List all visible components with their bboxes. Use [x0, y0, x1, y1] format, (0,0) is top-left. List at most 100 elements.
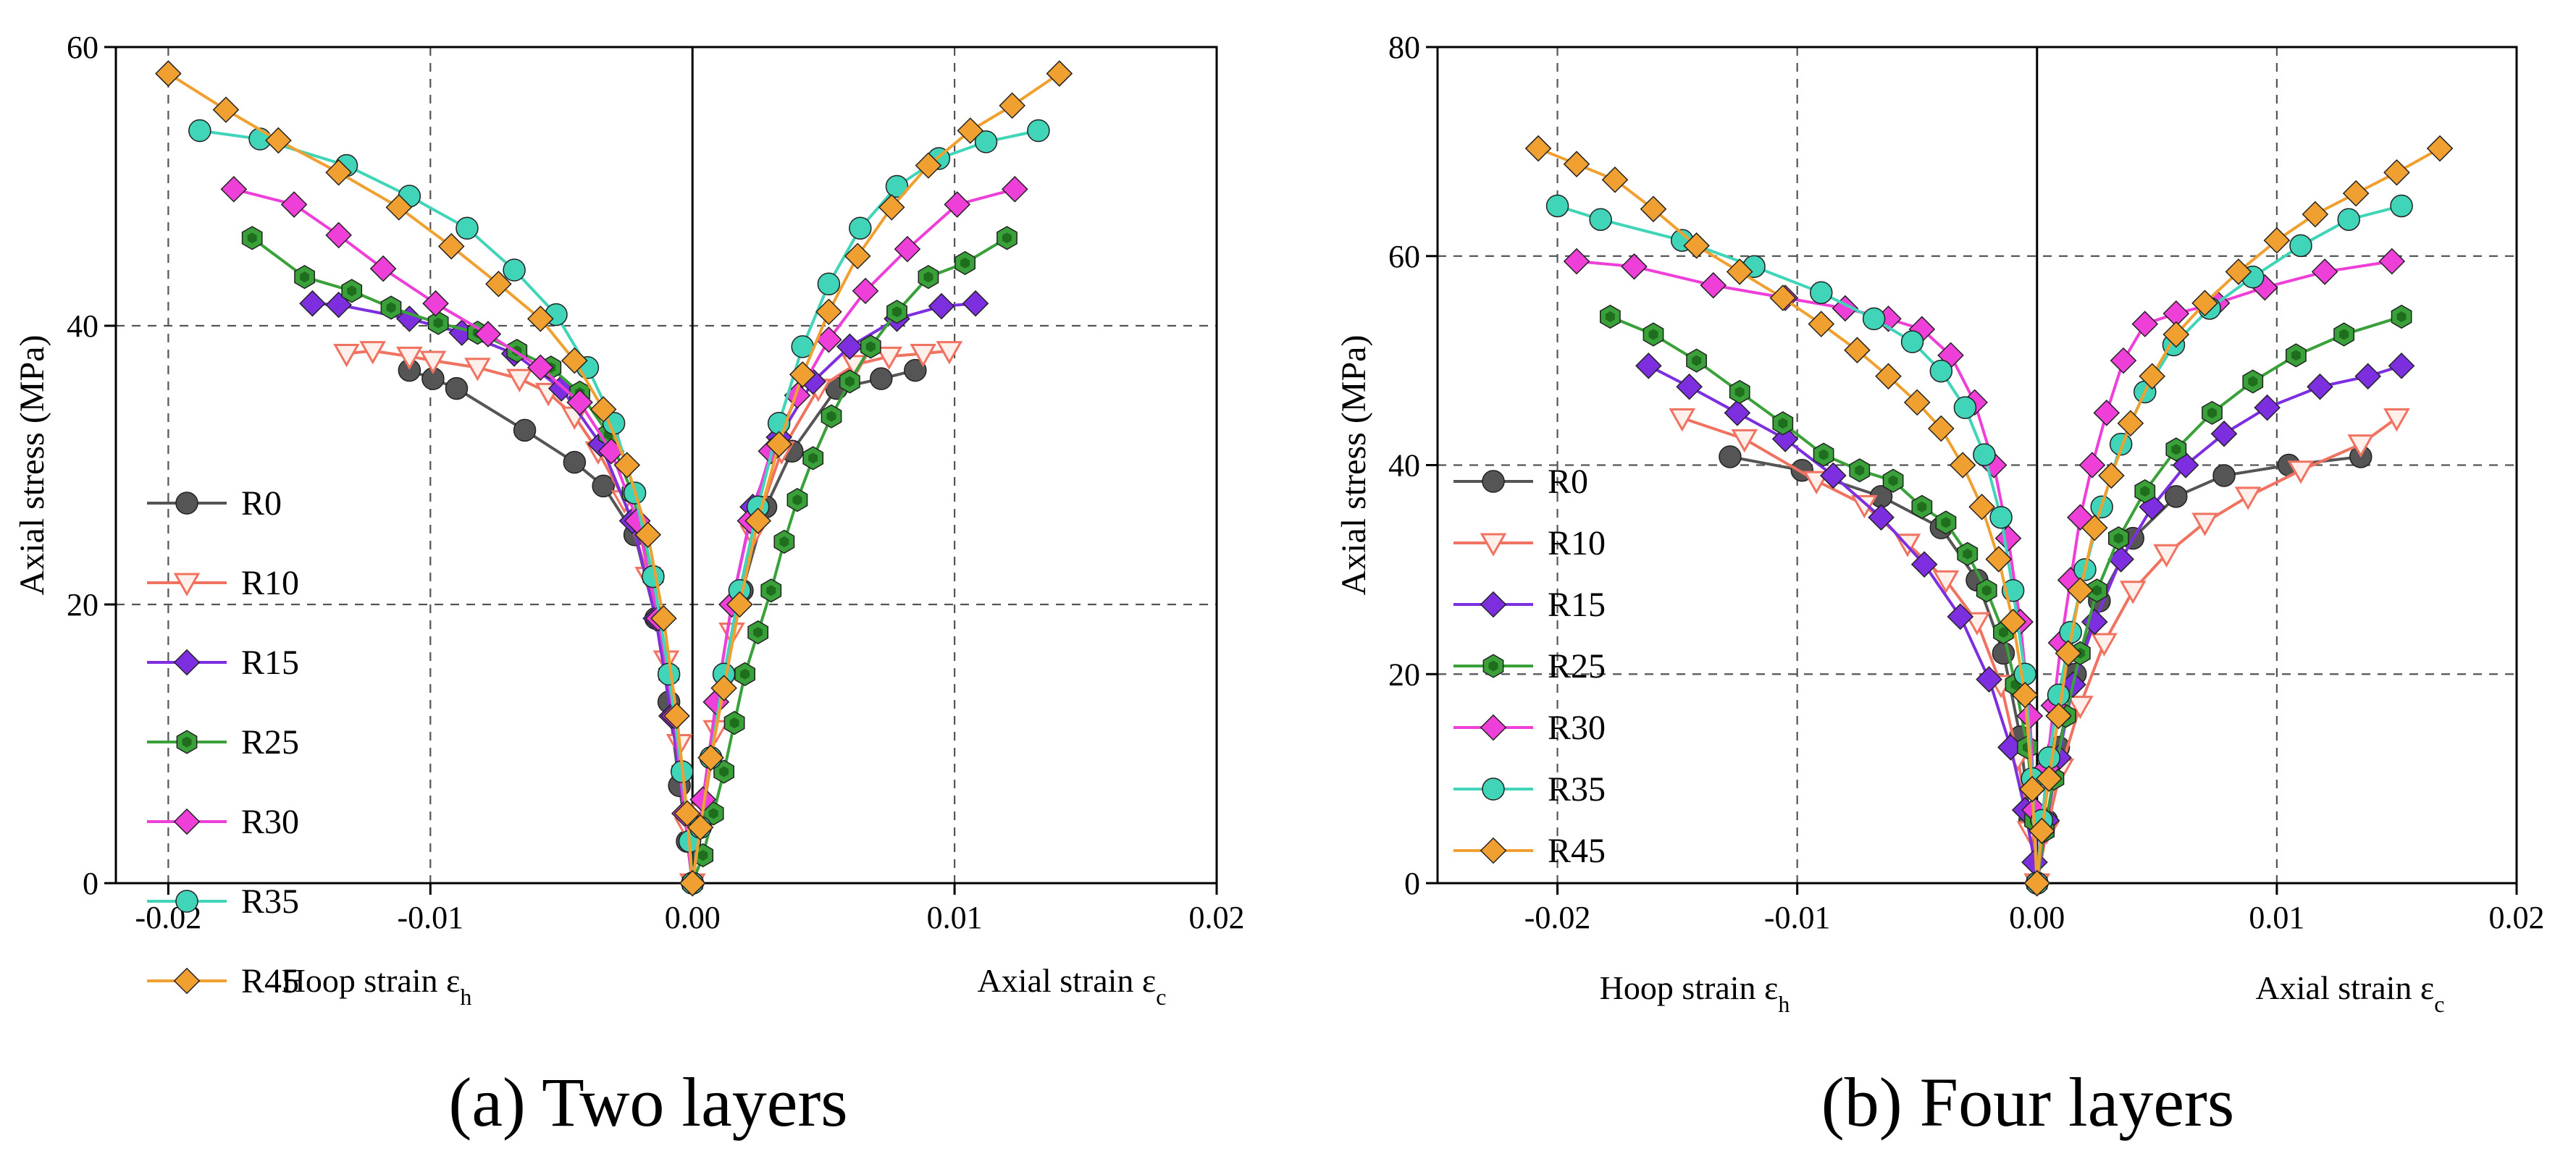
data-point-r45 — [2055, 640, 2082, 667]
data-point-r30 — [1621, 253, 1648, 280]
data-point-r30 — [2311, 258, 2338, 285]
data-point-r25-core — [2339, 329, 2349, 340]
legend-label-r45: R45 — [241, 962, 299, 1000]
data-point-r45 — [613, 452, 641, 479]
data-point-r45 — [1808, 311, 1835, 337]
data-point-r45 — [561, 347, 588, 374]
legend-marker-r35 — [175, 890, 198, 913]
data-point-r25-core — [1888, 475, 1898, 486]
x-tick-label: 0.01 — [2249, 900, 2304, 935]
data-point-r0 — [592, 474, 615, 498]
data-point-r10 — [2383, 408, 2410, 432]
data-point-r35 — [1929, 359, 1953, 383]
data-point-r35 — [1810, 281, 1833, 305]
data-point-r25-core — [1855, 465, 1865, 476]
data-point-r30 — [369, 255, 397, 282]
data-point-r45 — [765, 431, 792, 458]
y-axis-title: Axial stress (MPa) — [13, 335, 51, 596]
data-point-r30 — [815, 326, 842, 353]
data-point-r10 — [1731, 429, 1758, 453]
data-point-r25-core — [2291, 350, 2301, 361]
data-point-r15 — [1868, 504, 1895, 531]
data-point-r35 — [1027, 119, 1050, 143]
data-point-r10 — [936, 341, 963, 365]
data-point-r25-core — [1981, 585, 1992, 596]
data-point-r45 — [2081, 514, 2108, 541]
data-point-r30 — [1563, 248, 1590, 275]
data-point-r25-core — [2396, 311, 2407, 322]
legend-label-r0: R0 — [1548, 463, 1588, 501]
data-point-r45 — [1844, 337, 1871, 363]
data-point-r25-core — [826, 410, 836, 422]
legend-label-r45: R45 — [1548, 832, 1606, 870]
data-point-r35 — [885, 174, 909, 198]
legend-label-r10: R10 — [1548, 524, 1606, 562]
data-point-r10 — [464, 358, 491, 381]
data-point-r45 — [2302, 201, 2329, 228]
data-point-r0 — [513, 418, 537, 442]
data-point-r15 — [1910, 551, 1938, 578]
data-point-r45 — [590, 396, 617, 423]
legend-label-r35: R35 — [241, 882, 299, 921]
hoop-strain-subscript: h — [1778, 991, 1790, 1017]
data-point-r45 — [1601, 166, 1629, 193]
legend-marker-r0 — [1482, 470, 1505, 493]
series-r45 — [1524, 135, 2454, 897]
series-line-r30-hoop — [1576, 259, 2039, 884]
series-r25 — [1600, 304, 2412, 895]
x-tick-label: -0.01 — [1764, 900, 1831, 935]
legend-marker-r30 — [173, 808, 201, 835]
data-point-r35 — [1545, 194, 1569, 218]
data-point-r0 — [2212, 464, 2236, 487]
data-point-r45 — [2018, 775, 2046, 803]
data-point-r15 — [299, 290, 326, 317]
data-point-r15 — [1976, 666, 2002, 693]
data-point-r10 — [2347, 434, 2375, 458]
data-point-r25-core — [1734, 386, 1745, 397]
data-point-r45 — [2098, 462, 2125, 489]
data-point-r25-core — [2248, 376, 2258, 387]
data-point-r10 — [910, 344, 936, 368]
data-point-r45 — [2342, 180, 2370, 207]
data-point-r45 — [634, 521, 661, 549]
data-point-r25-core — [698, 850, 708, 861]
legend-marker-r10 — [173, 573, 201, 596]
data-point-r15 — [2354, 363, 2382, 390]
y-tick-label: 60 — [1388, 239, 1420, 274]
data-point-r35 — [503, 258, 526, 282]
data-point-r25-core — [808, 452, 818, 464]
legend-marker-r15 — [173, 649, 201, 676]
data-point-r25-core — [719, 766, 729, 777]
axial-strain-subscript: c — [2434, 991, 2444, 1017]
legend-marker-r25-core — [1488, 660, 1498, 672]
data-point-r45 — [1949, 452, 1976, 479]
data-point-r45 — [663, 702, 690, 730]
data-point-r35 — [2289, 234, 2312, 258]
data-point-r30 — [474, 321, 502, 347]
data-point-r35 — [974, 130, 998, 153]
x-tick-label: 0.01 — [927, 900, 983, 935]
data-point-r25-core — [247, 232, 257, 244]
data-point-r30 — [852, 277, 879, 305]
data-point-r0 — [2165, 485, 2188, 508]
data-point-r45 — [1985, 546, 2013, 573]
y-tick-label: 40 — [1388, 448, 1420, 484]
data-point-r0 — [445, 376, 469, 400]
data-point-r10 — [1669, 408, 1696, 432]
legend-label-r15: R15 — [241, 644, 299, 682]
data-point-r25-core — [2140, 486, 2150, 497]
data-point-r25-core — [1941, 517, 1951, 528]
data-point-r25-core — [766, 585, 776, 596]
data-point-r35 — [456, 216, 479, 240]
data-point-r10 — [396, 346, 423, 371]
data-point-r45 — [2029, 817, 2055, 845]
y-tick-label: 40 — [67, 308, 98, 344]
data-point-r25-core — [347, 285, 357, 297]
legend-label-r0: R0 — [241, 484, 282, 523]
data-point-r15 — [962, 290, 989, 317]
y-tick-label: 20 — [67, 587, 98, 623]
caption-four-layers: (b) Four layers — [1821, 1063, 2235, 1141]
data-point-r45 — [1046, 60, 1073, 87]
data-point-r25-core — [1818, 449, 1829, 460]
